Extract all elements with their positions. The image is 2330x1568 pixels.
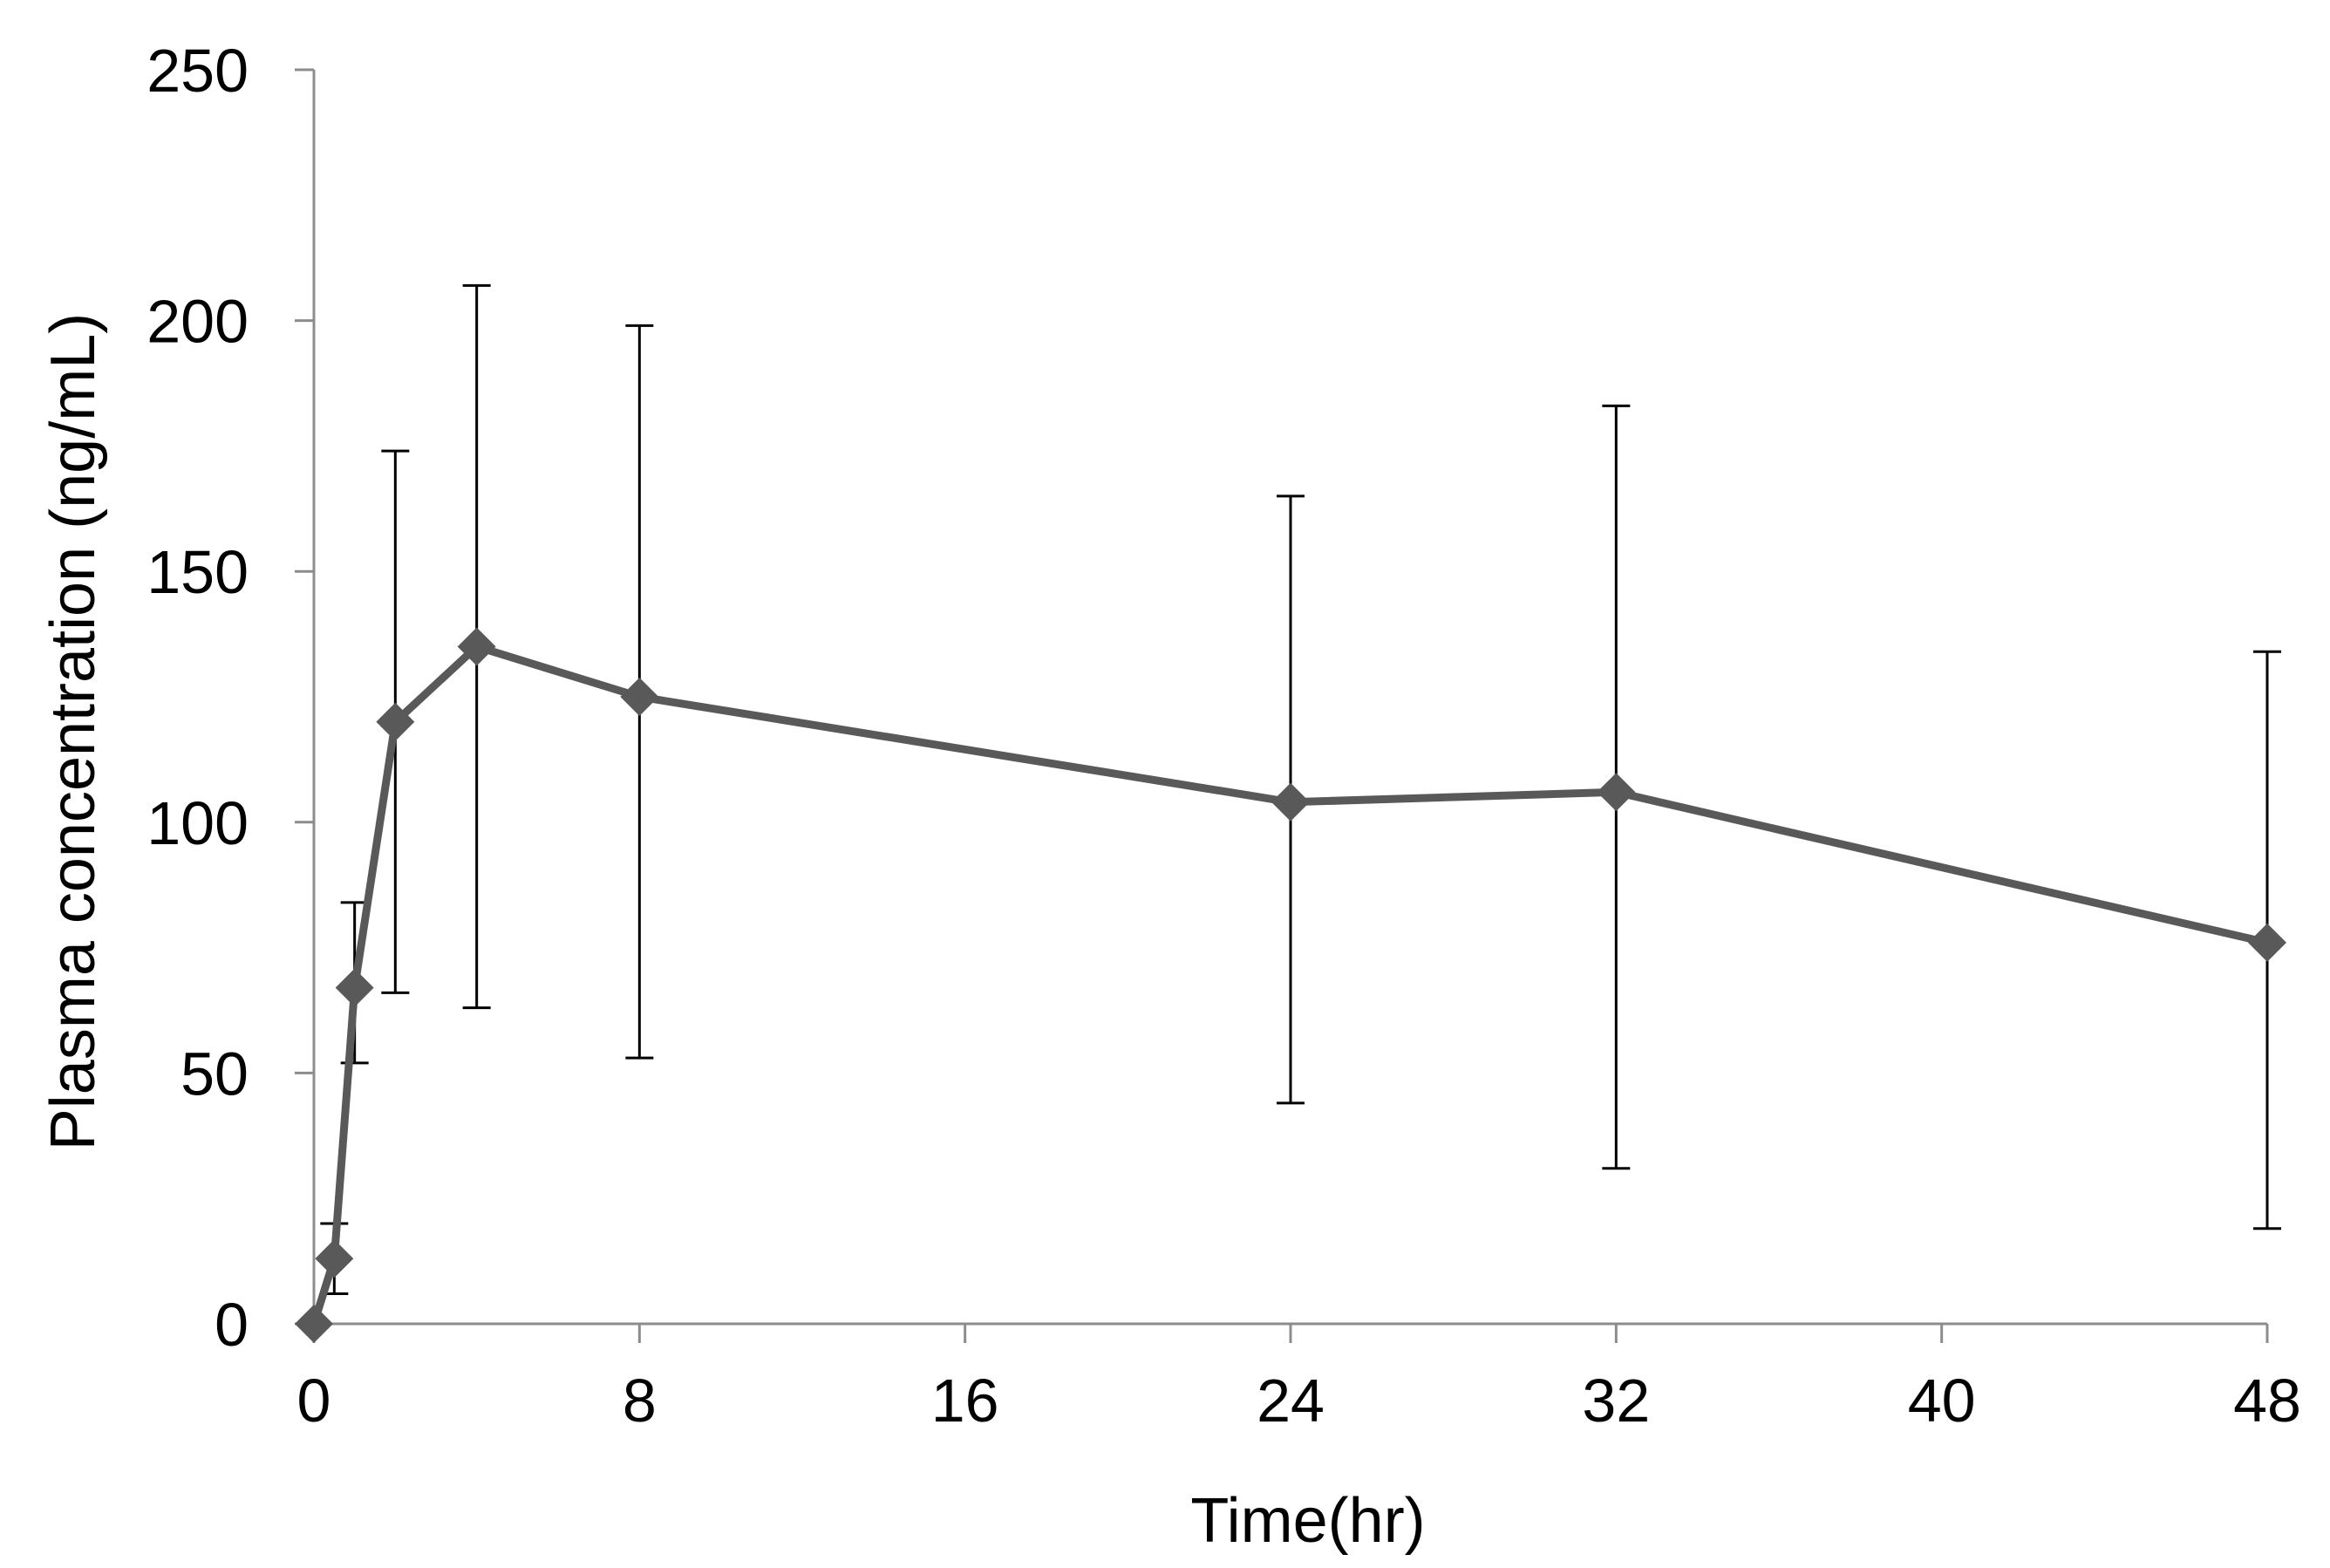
- x-tick-label: 24: [1257, 1367, 1325, 1435]
- y-tick-label: 250: [146, 37, 249, 105]
- x-tick-label: 0: [297, 1367, 331, 1435]
- data-point-marker: [335, 968, 374, 1007]
- data-point-marker: [376, 702, 415, 741]
- y-tick-label: 50: [181, 1040, 249, 1108]
- data-point-marker: [2248, 923, 2286, 962]
- y-axis-title: Plasma concentration (ng/mL): [38, 313, 108, 1150]
- x-tick-label: 40: [1908, 1367, 1976, 1435]
- y-tick-label: 150: [146, 538, 249, 606]
- markers: [295, 627, 2286, 1343]
- x-tick-label: 48: [2233, 1367, 2301, 1435]
- y-tick-label: 100: [146, 789, 249, 857]
- data-point-marker: [1271, 782, 1310, 821]
- data-point-marker: [620, 678, 659, 716]
- x-tick-label: 8: [623, 1367, 657, 1435]
- x-tick-label: 16: [931, 1367, 999, 1435]
- data-point-marker: [315, 1239, 354, 1278]
- error-bars: [320, 283, 2281, 1295]
- y-tick-label: 200: [146, 288, 249, 356]
- x-axis-title: Time(hr): [1190, 1486, 1425, 1556]
- data-point-marker: [457, 627, 496, 666]
- ticks: 0 50 100 150 200 250 0 8 16 24 32 40 48: [146, 37, 2301, 1435]
- data-point-marker: [1597, 773, 1636, 812]
- y-tick-label: 0: [215, 1291, 249, 1359]
- x-tick-label: 32: [1582, 1367, 1650, 1435]
- data-point-marker: [295, 1305, 333, 1343]
